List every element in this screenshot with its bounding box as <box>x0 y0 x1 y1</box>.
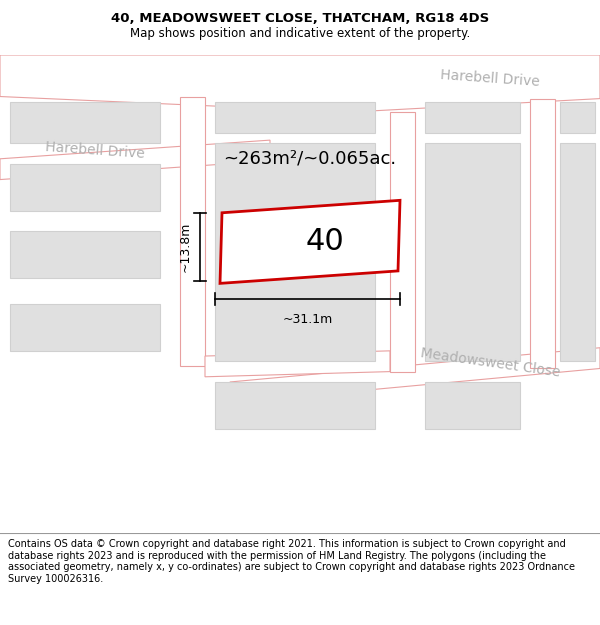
Text: Harebell Drive: Harebell Drive <box>440 68 540 89</box>
Text: Harebell Drive: Harebell Drive <box>45 140 145 161</box>
Polygon shape <box>10 164 160 211</box>
Text: ~31.1m: ~31.1m <box>283 314 332 326</box>
Polygon shape <box>230 348 600 403</box>
Polygon shape <box>205 351 390 377</box>
Text: ~263m²/~0.065ac.: ~263m²/~0.065ac. <box>223 150 397 168</box>
Polygon shape <box>180 96 205 366</box>
Text: 40, MEADOWSWEET CLOSE, THATCHAM, RG18 4DS: 40, MEADOWSWEET CLOSE, THATCHAM, RG18 4D… <box>111 12 489 25</box>
Polygon shape <box>215 382 375 429</box>
Text: 40: 40 <box>305 228 344 256</box>
Polygon shape <box>390 112 415 372</box>
Polygon shape <box>530 99 555 369</box>
Polygon shape <box>0 55 600 112</box>
Polygon shape <box>0 140 270 179</box>
Text: Contains OS data © Crown copyright and database right 2021. This information is : Contains OS data © Crown copyright and d… <box>8 539 575 584</box>
Polygon shape <box>10 102 160 143</box>
Polygon shape <box>425 143 520 361</box>
Polygon shape <box>425 102 520 133</box>
Text: ~13.8m: ~13.8m <box>179 222 192 272</box>
Text: Map shows position and indicative extent of the property.: Map shows position and indicative extent… <box>130 27 470 39</box>
Polygon shape <box>560 143 595 361</box>
Polygon shape <box>10 231 160 278</box>
Polygon shape <box>10 304 160 351</box>
Polygon shape <box>425 382 520 429</box>
Polygon shape <box>215 143 375 361</box>
Polygon shape <box>220 201 400 283</box>
Text: Meadowsweet Close: Meadowsweet Close <box>419 346 561 380</box>
Polygon shape <box>560 102 595 133</box>
Polygon shape <box>215 102 375 133</box>
